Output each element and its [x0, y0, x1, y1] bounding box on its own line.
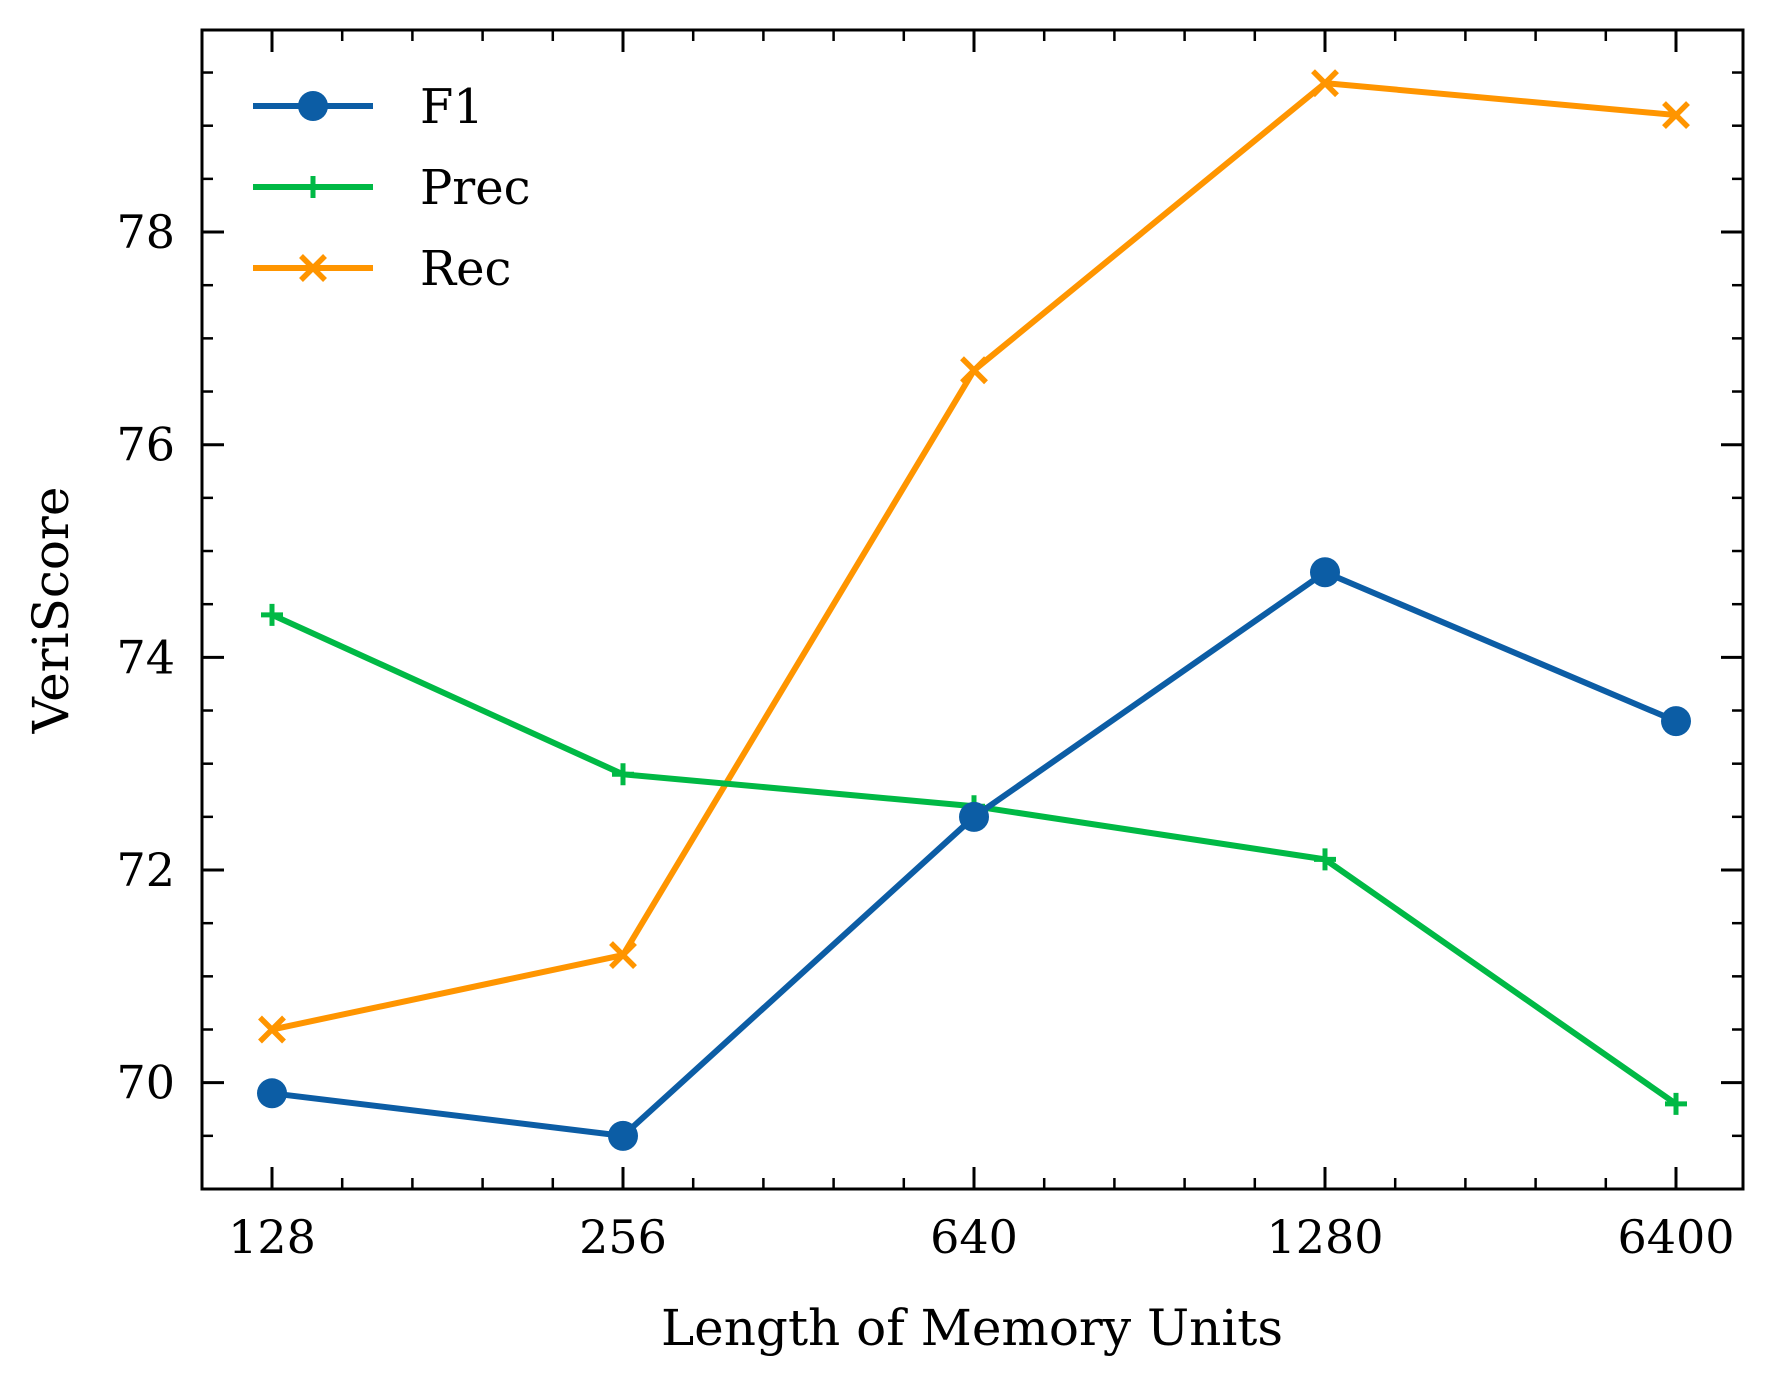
data-point-rec [258, 1015, 286, 1044]
data-point-rec [960, 356, 988, 385]
legend-label: F1 [420, 79, 484, 135]
data-point-rec [1662, 101, 1690, 130]
data-point-f1 [1310, 557, 1340, 588]
legend-label: Rec [420, 241, 511, 297]
y-tick-label: 70 [116, 1056, 175, 1110]
legend-item-rec: Rec [253, 241, 511, 297]
y-tick-label: 72 [116, 843, 175, 897]
x-tick-label: 1280 [1266, 1210, 1383, 1264]
x-tick-label: 256 [579, 1210, 667, 1264]
x-axis-label: Length of Memory Units [661, 1299, 1283, 1357]
legend-marker [302, 176, 324, 198]
x-tick-label: 6400 [1617, 1210, 1734, 1264]
data-point-prec [612, 763, 634, 786]
legend-item-prec: Prec [253, 160, 531, 216]
data-point-f1 [257, 1078, 287, 1109]
y-tick-label: 78 [116, 205, 175, 259]
legend-marker [298, 91, 328, 121]
y-tick-label: 74 [116, 630, 175, 684]
series-layer [257, 69, 1691, 1151]
x-tick-label: 128 [228, 1210, 316, 1264]
data-point-prec [1665, 1092, 1687, 1115]
x-tick-label: 640 [930, 1210, 1018, 1264]
data-point-f1 [959, 801, 989, 832]
ticks-layer: 128 256 640 1280 6400 70 72 74 76 78 [116, 30, 1743, 1264]
series-rec [258, 69, 1690, 1044]
labels-layer: Length of Memory Units VeriScore [22, 487, 1283, 1357]
legend: F1 Prec Rec [253, 79, 531, 297]
plot-frame [200, 28, 1745, 1191]
series-f1 [257, 557, 1691, 1151]
legend-label: Prec [420, 160, 531, 216]
data-point-rec [1311, 69, 1339, 98]
legend-item-f1: F1 [253, 79, 484, 135]
data-point-f1 [608, 1120, 638, 1151]
legend-marker [299, 254, 327, 282]
y-tick-label: 76 [116, 418, 175, 472]
data-point-prec [1314, 848, 1336, 871]
y-axis-label: VeriScore [22, 487, 80, 735]
data-point-f1 [1661, 706, 1691, 737]
data-point-prec [261, 603, 283, 626]
data-point-rec [609, 941, 637, 970]
